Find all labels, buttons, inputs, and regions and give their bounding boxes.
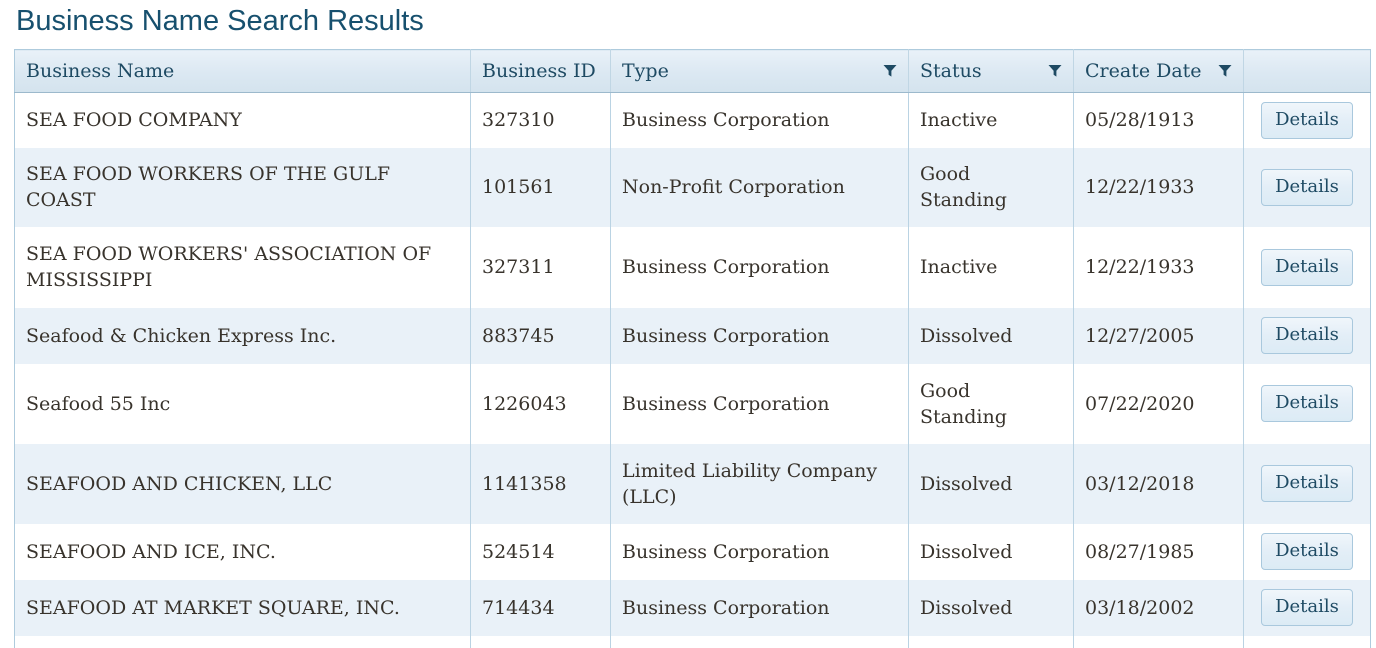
cell-create-date: 12/22/1933 <box>1073 226 1244 308</box>
cell-type: Business Corporation <box>610 307 909 364</box>
cell-business-name: SEA FOOD COMPANY <box>26 109 242 132</box>
cell-type: Business Corporation <box>610 92 909 148</box>
table-body: SEA FOOD COMPANY 327310 Business Corpora… <box>14 92 1371 648</box>
cell-create-date: 12/22/1933 <box>1073 147 1244 227</box>
details-button[interactable]: Details <box>1261 168 1353 206</box>
cell-status: Dissolved <box>908 523 1074 580</box>
cell-business-id: 101561 <box>470 147 611 227</box>
details-button[interactable]: Details <box>1261 101 1353 139</box>
cell-business-name: SEA FOOD WORKERS' ASSOCIATION OF MISSISS… <box>26 243 432 291</box>
cell-details: Details <box>1243 307 1371 364</box>
cell-type <box>610 635 909 648</box>
cell-type: Business Corporation <box>610 226 909 308</box>
status-text: Good Standing <box>920 163 1007 211</box>
cell-business-name: SEAFOOD AND ICE, INC. <box>26 540 276 563</box>
cell-details <box>1243 635 1371 648</box>
column-header-label: Create Date <box>1085 60 1202 82</box>
details-button[interactable]: Details <box>1261 248 1353 286</box>
status-text: Dissolved <box>920 596 1013 619</box>
table-row: SEA FOOD WORKERS OF THE GULF COAST 10156… <box>14 147 1371 227</box>
cell-status: Dissolved <box>908 579 1074 636</box>
cell-details: Details <box>1243 147 1371 227</box>
cell-business-name: SEAFOOD AND CHICKEN, LLC <box>26 472 333 495</box>
cell-create-date <box>1073 635 1244 648</box>
column-header-status: Status <box>908 49 1074 93</box>
cell-create-date: 03/18/2002 <box>1073 579 1244 636</box>
filter-icon[interactable] <box>1048 64 1062 78</box>
table-row: SEA FOOD COMPANY 327310 Business Corpora… <box>14 92 1371 148</box>
details-button[interactable]: Details <box>1261 465 1353 502</box>
cell-business-name <box>15 636 471 648</box>
table-row: Seafood & Chicken Express Inc. 883745 Bu… <box>14 307 1371 364</box>
details-button[interactable]: Details <box>1261 589 1353 626</box>
cell-details: Details <box>1243 523 1371 580</box>
cell-status: Inactive <box>908 92 1074 148</box>
cell-status: Dissolved <box>908 307 1074 364</box>
cell-create-date: 07/22/2020 <box>1073 363 1244 444</box>
header-row: Business Name Business ID Type Status <box>14 49 1371 93</box>
cell-business-id: 327310 <box>470 92 611 148</box>
status-text: Dissolved <box>920 324 1013 347</box>
column-header-business-name: Business Name <box>14 49 471 93</box>
cell-details: Details <box>1243 443 1371 524</box>
filter-icon[interactable] <box>883 64 897 78</box>
cell-business-name: SEA FOOD WORKERS OF THE GULF COAST <box>26 163 391 211</box>
cell-type: Business Corporation <box>610 363 909 444</box>
cell-business-id: 1141358 <box>470 443 611 524</box>
cell-status: Inactive <box>908 226 1074 308</box>
table-row: Seafood 55 Inc 1226043 Business Corporat… <box>14 363 1371 444</box>
results-table: Business Name Business ID Type Status <box>14 49 1371 648</box>
table-row: SEAFOOD AND ICE, INC. 524514 Business Co… <box>14 523 1371 580</box>
details-button[interactable]: Details <box>1261 385 1353 422</box>
column-header-label: Status <box>920 60 982 82</box>
column-header-create-date: Create Date <box>1073 49 1244 93</box>
cell-create-date: 05/28/1913 <box>1073 92 1244 148</box>
cell-business-id: 714434 <box>470 579 611 636</box>
column-header-label: Business ID <box>482 60 596 82</box>
page-title: Business Name Search Results <box>16 5 424 37</box>
status-text: Inactive <box>920 256 998 278</box>
status-text: Dissolved <box>920 472 1013 495</box>
cell-details: Details <box>1243 363 1371 444</box>
details-button[interactable]: Details <box>1261 533 1353 570</box>
cell-create-date: 12/27/2005 <box>1073 307 1244 364</box>
column-header-business-id: Business ID <box>470 49 611 93</box>
status-text: Good Standing <box>920 379 1007 428</box>
table-row-partial <box>14 635 1371 648</box>
table-row: SEAFOOD AND CHICKEN, LLC 1141358 Limited… <box>14 443 1371 524</box>
status-text: Dissolved <box>920 540 1013 563</box>
cell-status: Good Standing <box>908 363 1074 444</box>
cell-type: Non-Profit Corporation <box>610 147 909 227</box>
cell-type: Business Corporation <box>610 523 909 580</box>
cell-business-name: SEAFOOD AT MARKET SQUARE, INC. <box>26 596 400 619</box>
cell-details: Details <box>1243 92 1371 148</box>
cell-business-id: 327311 <box>470 226 611 308</box>
cell-status: Good Standing <box>908 147 1074 227</box>
cell-type: Business Corporation <box>610 579 909 636</box>
filter-icon[interactable] <box>1218 64 1232 78</box>
cell-create-date: 03/12/2018 <box>1073 443 1244 524</box>
details-button[interactable]: Details <box>1261 317 1353 354</box>
column-header-label: Business Name <box>26 60 175 82</box>
cell-details: Details <box>1243 579 1371 636</box>
table-row: SEAFOOD AT MARKET SQUARE, INC. 714434 Bu… <box>14 579 1371 636</box>
cell-business-id: 883745 <box>470 307 611 364</box>
cell-business-id <box>470 635 611 648</box>
cell-create-date: 08/27/1985 <box>1073 523 1244 580</box>
status-text: Inactive <box>920 109 998 132</box>
column-header-type: Type <box>610 49 909 93</box>
column-header-label: Type <box>622 60 669 82</box>
cell-status: Dissolved <box>908 443 1074 524</box>
cell-business-name: Seafood & Chicken Express Inc. <box>26 324 337 347</box>
table-row: SEA FOOD WORKERS' ASSOCIATION OF MISSISS… <box>14 226 1371 308</box>
cell-status <box>908 635 1074 648</box>
cell-details: Details <box>1243 226 1371 308</box>
column-header-details <box>1243 49 1371 93</box>
table-header: Business Name Business ID Type Status <box>14 49 1371 93</box>
cell-type: Limited Liability Company (LLC) <box>610 443 909 524</box>
cell-business-id: 1226043 <box>470 363 611 444</box>
cell-business-name: Seafood 55 Inc <box>26 392 171 415</box>
cell-business-id: 524514 <box>470 523 611 580</box>
